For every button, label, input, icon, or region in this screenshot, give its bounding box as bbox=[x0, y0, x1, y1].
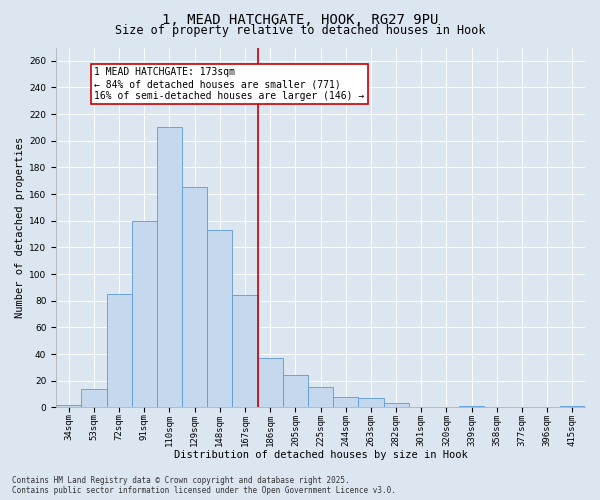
Bar bbox=[459, 406, 484, 407]
Bar bbox=[157, 128, 182, 407]
X-axis label: Distribution of detached houses by size in Hook: Distribution of detached houses by size … bbox=[173, 450, 467, 460]
Text: Size of property relative to detached houses in Hook: Size of property relative to detached ho… bbox=[115, 24, 485, 37]
Bar bbox=[333, 396, 358, 407]
Bar bbox=[257, 358, 283, 408]
Bar bbox=[308, 388, 333, 407]
Text: 1 MEAD HATCHGATE: 173sqm
← 84% of detached houses are smaller (771)
16% of semi-: 1 MEAD HATCHGATE: 173sqm ← 84% of detach… bbox=[94, 68, 364, 100]
Text: Contains HM Land Registry data © Crown copyright and database right 2025.
Contai: Contains HM Land Registry data © Crown c… bbox=[12, 476, 396, 495]
Bar bbox=[232, 296, 257, 408]
Bar bbox=[207, 230, 232, 408]
Y-axis label: Number of detached properties: Number of detached properties bbox=[15, 137, 25, 318]
Bar bbox=[182, 188, 207, 408]
Bar bbox=[383, 404, 409, 407]
Bar bbox=[131, 221, 157, 408]
Bar bbox=[560, 406, 585, 407]
Bar bbox=[56, 404, 82, 407]
Bar bbox=[82, 388, 107, 407]
Text: 1, MEAD HATCHGATE, HOOK, RG27 9PU: 1, MEAD HATCHGATE, HOOK, RG27 9PU bbox=[162, 12, 438, 26]
Bar bbox=[358, 398, 383, 407]
Bar bbox=[283, 376, 308, 408]
Bar bbox=[107, 294, 131, 408]
